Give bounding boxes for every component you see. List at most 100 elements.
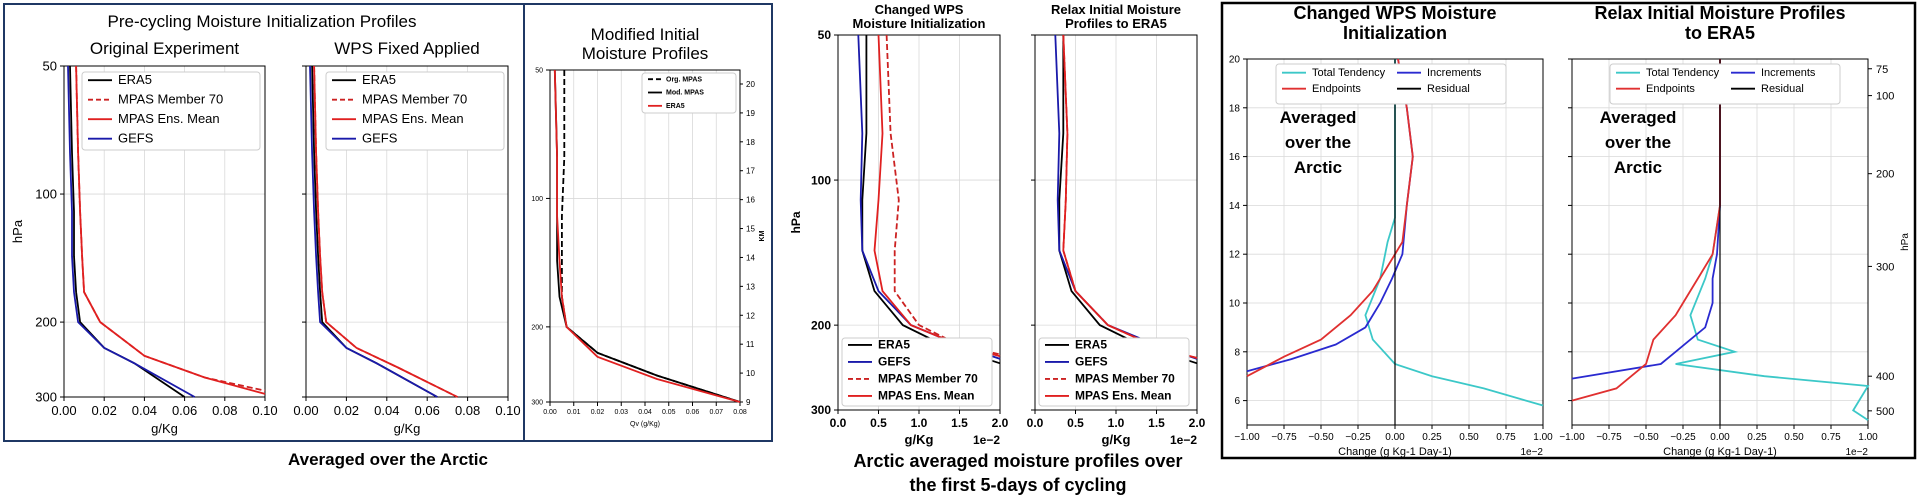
x-tick-label: 0.75: [1821, 432, 1841, 443]
chart-title-line2: Initialization: [1343, 23, 1447, 43]
x-tick-label: −0.50: [1308, 432, 1334, 443]
x-tick-label: 0.00: [543, 409, 557, 416]
x-axis-label: Change (g Kg-1 Day-1): [1663, 446, 1777, 458]
x-tick-label: 0.75: [1496, 432, 1516, 443]
x-tick-label: 0.04: [132, 403, 157, 418]
legend-label: ERA5: [362, 72, 396, 87]
series-line-endpoints: [1246, 58, 1414, 377]
y-tick-label: 300: [531, 399, 543, 406]
chart-panel-3: 0.00 0.01 0.02 0.03 0.04 0.05 0.06 0.07 0.08 50 10…: [531, 25, 766, 428]
legend-label: ERA5: [1075, 338, 1107, 352]
x-tick-label: 0.00: [1710, 432, 1730, 443]
chart-title: Original Experiment: [90, 39, 240, 58]
y-tick-label: 100: [811, 173, 831, 187]
legend-label: Endpoints: [1646, 83, 1695, 95]
y-tick-label: 8: [1234, 347, 1240, 358]
annotation-line: over the: [1605, 133, 1671, 152]
chart-title-line2: Moisture Initialization: [853, 16, 986, 31]
x-tick-label: −0.75: [1596, 432, 1622, 443]
x-tick-label: 0.25: [1422, 432, 1442, 443]
chart-title-line1: Changed WPS: [875, 2, 964, 17]
right-tick-label: 200: [1876, 169, 1894, 181]
legend-box: [1038, 337, 1190, 407]
x-tick-label: 1.5: [951, 416, 968, 430]
y-tick-label: 16: [1229, 152, 1241, 163]
legend-label: Residual: [1427, 83, 1470, 95]
x-axis-label: g/Kg: [151, 421, 178, 436]
legend-label: GEFS: [118, 131, 154, 146]
legend-label: Endpoints: [1312, 83, 1361, 95]
x-tick-label: 0.50: [1784, 432, 1804, 443]
x-tick-label: 2.0: [1189, 416, 1206, 430]
right-group-frame: [1220, 1, 1917, 460]
x-tick-label: 0.5: [1067, 416, 1084, 430]
x-tick-label: 0.05: [662, 409, 676, 416]
y-tick-label: 100: [35, 187, 57, 202]
x-tick-label: 0.08: [455, 403, 480, 418]
x-tick-label: 0.06: [172, 403, 197, 418]
legend-box: [1275, 63, 1507, 105]
legend-label: ERA5: [118, 72, 152, 87]
y-tick-label: 50: [43, 59, 57, 74]
x-tick-label: 0.5: [870, 416, 887, 430]
right-tick-label: 20: [746, 80, 755, 89]
legend-label: MPAS Ens. Mean: [118, 111, 220, 126]
right-tick-label: 18: [746, 138, 755, 147]
x-axis-label: g/Kg: [394, 421, 421, 436]
legend-label: MPAS Ens. Mean: [362, 111, 464, 126]
x-axis-label: Change (g Kg-1 Day-1): [1338, 446, 1452, 458]
x-tick-label: −0.50: [1633, 432, 1659, 443]
x-axis-label: Qv (g/Kg): [630, 421, 660, 428]
y-tick-label: 50: [535, 67, 543, 74]
chart-panel-4: 0.0 0.5 1.0 1.5 2.0 50 100 200 300 Changed WPSMoi…: [789, 2, 1009, 447]
legend-label: Org. MPAS: [666, 76, 702, 83]
chart-panel-6: −1.00 −0.75 −0.50 −0.25 0.00 0.25 0.50 0.75 1.00…: [1229, 3, 1553, 458]
chart-panel-7: −1.00 −0.75 −0.50 −0.25 0.00 0.25 0.50 0.75 1.00…: [1559, 3, 1911, 458]
annotation-line: Arctic: [1294, 158, 1342, 177]
x-tick-label: 0.06: [686, 409, 700, 416]
x-tick-label: 0.25: [1747, 432, 1767, 443]
annotation-line: Arctic: [1614, 158, 1662, 177]
series-line-era5: [861, 35, 1001, 365]
y-tick-label: 50: [818, 28, 832, 42]
x-tick-label: 0.02: [92, 403, 117, 418]
right-tick-label: 300: [1876, 261, 1894, 273]
y-tick-label: 14: [1229, 201, 1241, 212]
x-tick-label: 0.04: [638, 409, 652, 416]
x-tick-label: −0.25: [1670, 432, 1696, 443]
x-tick-label: 0.10: [252, 403, 277, 418]
series-line-org-mpas: [561, 70, 741, 403]
x-tick-label: −1.00: [1234, 432, 1260, 443]
plot-frame: [1034, 34, 1198, 411]
x-tick-label: 0.02: [334, 403, 359, 418]
x-tick-label: 1.00: [1858, 432, 1878, 443]
series-line-mpas-ens-mean: [1062, 34, 1198, 359]
x-tick-label: 0.06: [415, 403, 440, 418]
series-line-mod-mpas: [553, 69, 741, 403]
left-group-title: Pre-cycling Moisture Initialization Prof…: [108, 12, 417, 31]
x-tick-label: 0.02: [591, 409, 605, 416]
plot-frame: [63, 65, 266, 398]
x-tick-label: 0.07: [709, 409, 723, 416]
right-tick-label: 13: [746, 282, 755, 291]
x-axis-multiplier: 1e−2: [1845, 447, 1868, 458]
x-tick-label: 0.0: [830, 416, 847, 430]
series-line-mpas-ens-mean: [873, 34, 1001, 358]
legend-label: ERA5: [666, 103, 685, 110]
middle-caption-line2: the first 5-days of cycling: [909, 475, 1126, 495]
x-tick-label: 0.00: [293, 403, 318, 418]
y-tick-label: 300: [35, 390, 57, 405]
legend-label: MPAS Member 70: [878, 372, 978, 386]
plot-frame: [549, 69, 741, 403]
right-tick-label: 10: [746, 369, 755, 378]
legend-label: ERA5: [878, 338, 910, 352]
legend-label: MPAS Ens. Mean: [1075, 389, 1171, 403]
series-line-mpas-ens-mean: [313, 65, 458, 398]
legend-label: GEFS: [1075, 355, 1108, 369]
right-tick-label: 16: [746, 196, 755, 205]
legend-box: [81, 71, 261, 151]
x-tick-label: −0.25: [1345, 432, 1371, 443]
x-tick-label: 0.03: [614, 409, 628, 416]
legend-label: MPAS Member 70: [118, 92, 223, 107]
